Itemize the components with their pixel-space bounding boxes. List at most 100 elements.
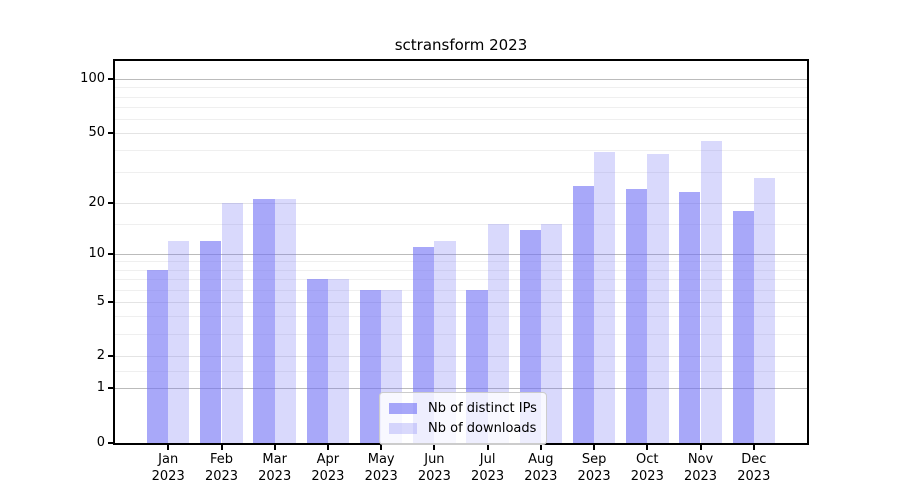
bar-oct-distinct-ips bbox=[626, 189, 648, 443]
minor-gridline-1.5 bbox=[115, 370, 807, 372]
x-tick-year: 2023 bbox=[577, 469, 611, 484]
y-tick-mark-2 bbox=[108, 355, 113, 358]
legend-swatch-distinct-ips bbox=[389, 402, 417, 414]
x-tick-month: Apr bbox=[316, 452, 340, 467]
x-tick-month: May bbox=[367, 452, 395, 467]
legend-label-downloads: Nb of downloads bbox=[428, 420, 537, 436]
x-tick-year: 2023 bbox=[737, 469, 771, 484]
gridline-5 bbox=[115, 301, 807, 303]
y-tick-mark-1 bbox=[108, 387, 113, 390]
y-tick-label-1: 1 bbox=[96, 380, 105, 396]
plot-area: 100 50 20 10 5 2 1 0 Jan 2023 Feb 2023 Mar 2023 Apr 20… bbox=[80, 59, 809, 484]
bar-nov-downloads bbox=[700, 141, 722, 443]
bar-sep-distinct-ips bbox=[572, 186, 595, 443]
y-tick-label-10: 10 bbox=[88, 246, 105, 262]
y-tick-mark-50 bbox=[108, 131, 113, 134]
bar-mar-downloads bbox=[274, 199, 296, 443]
legend: Nb of distinct IPs Nb of downloads bbox=[379, 392, 547, 445]
y-axis-ticks: 100 50 20 10 5 2 1 0 bbox=[80, 61, 807, 450]
x-tick-label-jan: Jan 2023 bbox=[152, 451, 185, 485]
x-axis-ticks: Jan 2023 Feb 2023 Mar 2023 Apr 2023 May 2023 Jun 20… bbox=[115, 61, 807, 484]
x-tick-label-apr: Apr 2023 bbox=[311, 451, 344, 485]
x-tick-year: 2023 bbox=[630, 469, 664, 484]
bar-apr-downloads bbox=[327, 279, 350, 443]
major-gridline-10 bbox=[115, 253, 807, 255]
bar-aug-downloads bbox=[540, 224, 563, 443]
minor-gridline-9 bbox=[115, 261, 807, 263]
y-tick-label-0: 0 bbox=[96, 435, 105, 451]
x-tick-label-dec: Dec 2023 bbox=[737, 451, 770, 485]
x-tick-month: Mar bbox=[262, 452, 287, 467]
minor-gridline-6 bbox=[115, 289, 807, 291]
minor-gridline-40 bbox=[115, 150, 807, 152]
bar-mar-distinct-ips bbox=[253, 199, 275, 443]
bar-jan-distinct-ips bbox=[146, 269, 169, 443]
x-tick-mark-mar bbox=[273, 445, 276, 450]
y-tick-mark-0 bbox=[108, 442, 113, 444]
x-tick-month: Feb bbox=[209, 452, 234, 467]
x-tick-month: Dec bbox=[741, 452, 767, 467]
minor-gridline-30 bbox=[115, 172, 807, 174]
gridline-2 bbox=[115, 356, 807, 358]
x-tick-year: 2023 bbox=[471, 469, 505, 484]
legend-row-distinct-ips: Nb of distinct IPs bbox=[389, 398, 537, 418]
minor-gridline-8 bbox=[115, 269, 807, 271]
y-tick-label-2: 2 bbox=[96, 348, 105, 364]
bar-oct-downloads bbox=[647, 154, 669, 443]
y-tick-label-50: 50 bbox=[88, 125, 105, 141]
gridline-50 bbox=[115, 132, 807, 134]
x-tick-mark-jan bbox=[167, 445, 170, 450]
x-tick-mark-aug bbox=[539, 445, 542, 450]
legend-label-distinct-ips: Nb of distinct IPs bbox=[428, 400, 537, 416]
x-tick-label-nov: Nov 2023 bbox=[684, 451, 717, 485]
x-tick-label-may: May 2023 bbox=[365, 451, 398, 485]
bar-sep-downloads bbox=[594, 152, 616, 443]
x-tick-label-oct: Oct 2023 bbox=[631, 451, 664, 485]
x-tick-mark-oct bbox=[646, 445, 649, 450]
minor-gridline-3 bbox=[115, 333, 807, 335]
x-tick-year: 2023 bbox=[204, 469, 239, 484]
bar-aug-distinct-ips bbox=[519, 229, 541, 443]
x-tick-month: Jan bbox=[158, 452, 179, 467]
x-tick-month: Jun bbox=[424, 452, 445, 467]
y-tick-mark-5 bbox=[108, 300, 113, 303]
minor-gridline-15 bbox=[115, 224, 807, 226]
x-tick-mark-apr bbox=[326, 445, 329, 450]
legend-row-downloads: Nb of downloads bbox=[389, 418, 537, 438]
x-tick-year: 2023 bbox=[311, 469, 345, 484]
x-tick-year: 2023 bbox=[364, 469, 398, 484]
minor-gridline-7 bbox=[115, 279, 807, 280]
y-tick-label-100: 100 bbox=[80, 71, 105, 87]
x-tick-month: Jul bbox=[479, 452, 496, 467]
bar-may-distinct-ips bbox=[359, 289, 382, 443]
x-tick-month: Sep bbox=[581, 452, 607, 467]
x-tick-month: Nov bbox=[687, 452, 714, 467]
x-tick-label-mar: Mar 2023 bbox=[258, 451, 291, 485]
x-tick-year: 2023 bbox=[151, 469, 185, 484]
bar-dec-distinct-ips bbox=[732, 210, 754, 443]
bar-jan-downloads bbox=[168, 240, 190, 443]
y-tick-label-20: 20 bbox=[88, 195, 105, 211]
bar-apr-distinct-ips bbox=[306, 279, 328, 443]
y-tick-mark-100 bbox=[108, 78, 113, 81]
chart-title: sctransform 2023 bbox=[394, 36, 528, 54]
plot-inner: 100 50 20 10 5 2 1 0 Jan 2023 Feb 2023 Mar 2023 Apr 20… bbox=[80, 61, 807, 484]
x-tick-mark-nov bbox=[699, 445, 702, 450]
x-tick-label-jul: Jul 2023 bbox=[471, 451, 504, 485]
minor-gridline-70 bbox=[115, 106, 807, 108]
bar-feb-downloads bbox=[221, 202, 243, 443]
bar-nov-distinct-ips bbox=[679, 192, 701, 443]
bar-feb-distinct-ips bbox=[200, 240, 222, 443]
x-tick-mark-jul bbox=[486, 445, 489, 450]
x-tick-label-feb: Feb 2023 bbox=[205, 451, 238, 485]
x-tick-month: Aug bbox=[528, 452, 554, 467]
minor-gridline-60 bbox=[115, 118, 807, 120]
x-tick-month: Oct bbox=[636, 452, 659, 467]
bar-dec-downloads bbox=[753, 177, 776, 443]
x-tick-label-jun: Jun 2023 bbox=[418, 451, 451, 485]
x-tick-mark-feb bbox=[220, 445, 223, 450]
x-tick-mark-jun bbox=[433, 445, 436, 450]
x-tick-year: 2023 bbox=[683, 469, 718, 484]
x-tick-year: 2023 bbox=[258, 469, 292, 484]
